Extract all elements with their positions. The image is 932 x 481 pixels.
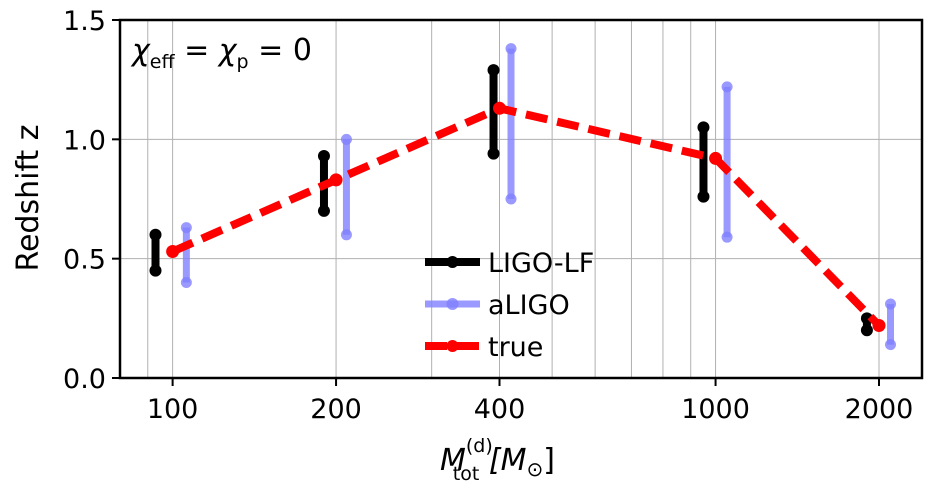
errorbar-cap-low-aLIGO: [180, 277, 192, 289]
data-point-true: [166, 245, 180, 259]
x-tick-label: 2000: [845, 394, 914, 425]
y-tick-label: 0.5: [63, 245, 106, 276]
x-tick-label: 200: [310, 394, 362, 425]
legend-label-LIGO-LF: LIGO-LF: [488, 248, 594, 279]
errorbar-cap-low-aLIGO: [340, 229, 352, 241]
data-point-true: [329, 173, 343, 187]
data-marks: [149, 43, 897, 351]
errorbar-cap-low-LIGO-LF: [149, 264, 162, 277]
corner-annotation: χeff = χp = 0: [130, 33, 312, 73]
legend-marker-LIGO-LF: [446, 256, 459, 268]
errorbar-cap-low-LIGO-LF: [317, 204, 330, 217]
y-tick-label: 1.5: [63, 6, 106, 37]
grid-lines: [119, 19, 922, 379]
legend-label-true: true: [488, 332, 543, 363]
errorbar-cap-high-aLIGO: [885, 298, 897, 310]
tick-labels: 100 200 400 1000 2000 0.0 0.5 1.0 1.5: [63, 6, 913, 425]
errorbar-cap-low-aLIGO: [721, 231, 733, 243]
errorbar-cap-high-LIGO-LF: [697, 121, 710, 134]
x-tick-label: 400: [474, 394, 526, 425]
x-tick-label: 100: [147, 394, 199, 425]
x-tick-label: 1000: [681, 394, 750, 425]
legend-marker-true: [446, 340, 459, 352]
errorbar-cap-high-aLIGO: [505, 43, 517, 55]
data-point-true: [872, 318, 886, 332]
x-axis-label: M(d) tot [M⊙]: [440, 435, 555, 481]
errorbar-cap-high-LIGO-LF: [317, 150, 330, 163]
errorbar-cap-high-aLIGO: [180, 222, 192, 234]
errorbar-cap-low-aLIGO: [505, 193, 517, 205]
y-axis-label: Redshift z: [11, 124, 46, 271]
errorbar-cap-high-aLIGO: [340, 133, 352, 145]
errorbar-cap-low-aLIGO: [885, 339, 897, 351]
errorbar-cap-high-aLIGO: [721, 81, 733, 93]
errorbar-cap-high-LIGO-LF: [149, 228, 162, 241]
legend-label-aLIGO: aLIGO: [488, 290, 570, 321]
plot-frame: [118, 18, 924, 380]
errorbar-cap-high-LIGO-LF: [487, 64, 500, 77]
legend: LIGO-LF aLIGO true: [425, 248, 594, 363]
errorbar-cap-low-LIGO-LF: [860, 324, 873, 337]
errorbar-cap-low-LIGO-LF: [697, 190, 710, 203]
y-tick-label: 0.0: [63, 364, 106, 395]
data-point-true: [709, 151, 723, 165]
legend-marker-aLIGO: [446, 298, 459, 310]
y-tick-label: 1.0: [63, 125, 106, 156]
data-point-true: [493, 101, 507, 115]
axes: [118, 18, 924, 380]
errorbar-cap-low-LIGO-LF: [487, 147, 500, 160]
